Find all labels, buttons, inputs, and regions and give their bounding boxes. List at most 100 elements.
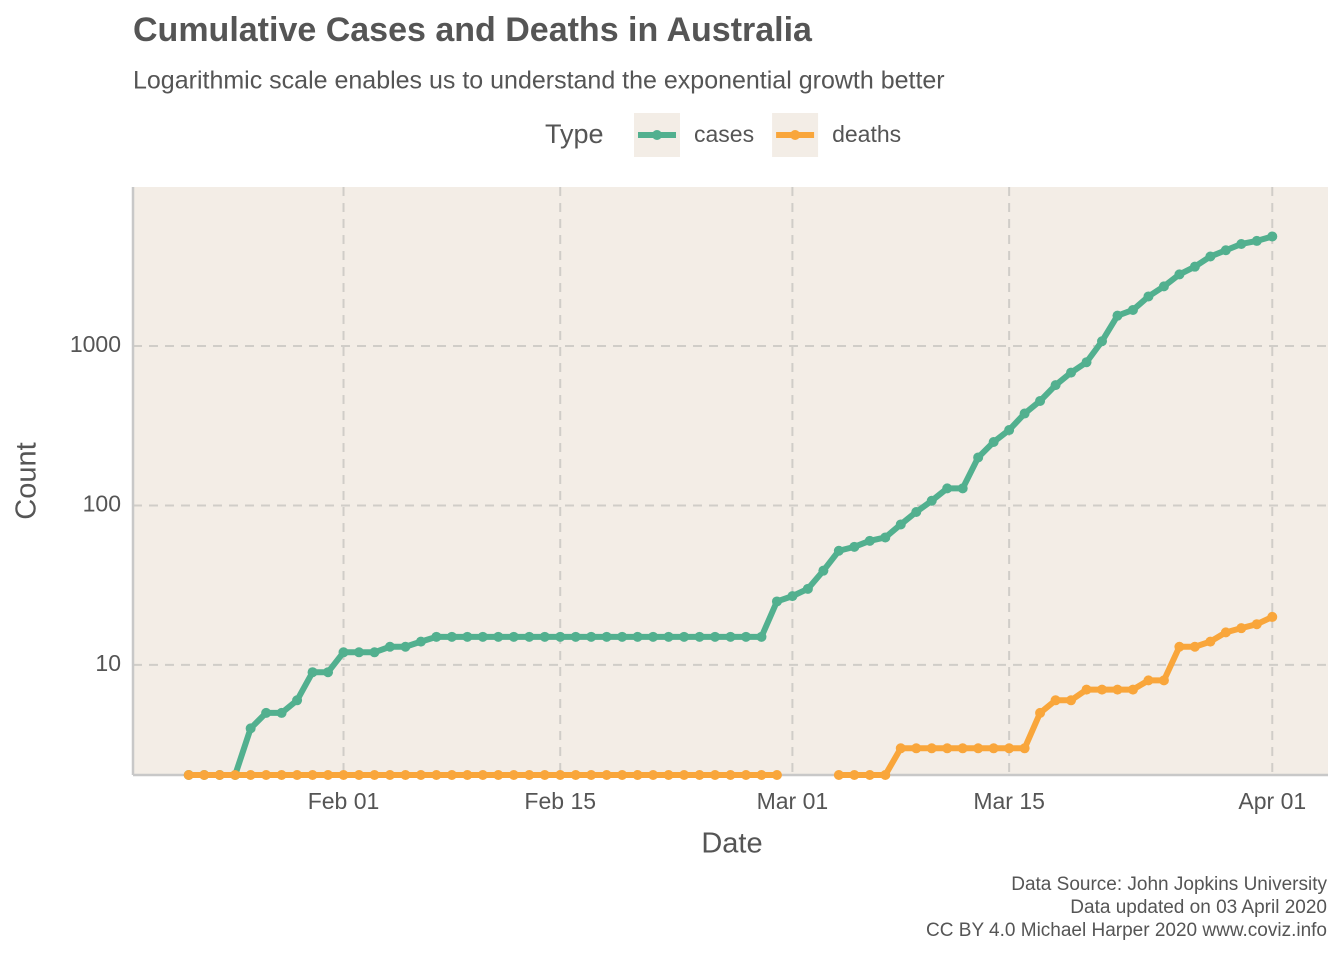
series	[183, 611, 1278, 780]
data-point	[725, 770, 736, 780]
data-point	[1267, 611, 1278, 622]
data-point	[771, 596, 782, 607]
data-point	[462, 770, 473, 780]
data-point	[926, 495, 937, 506]
data-point	[1127, 304, 1138, 315]
legend-point	[652, 130, 662, 140]
data-point	[1267, 231, 1278, 242]
data-point	[710, 770, 721, 780]
data-point	[833, 770, 844, 780]
y-tick-label: 10	[95, 650, 121, 676]
data-point	[957, 483, 968, 494]
legend-point	[790, 130, 801, 140]
data-point	[617, 770, 628, 780]
data-point	[911, 506, 922, 517]
x-tick-label: Mar 01	[757, 788, 829, 814]
data-point	[1035, 395, 1046, 406]
data-point	[524, 631, 535, 642]
data-point	[833, 545, 844, 556]
data-point	[1158, 675, 1169, 686]
data-point	[601, 631, 612, 642]
data-point	[338, 770, 349, 780]
data-point	[988, 743, 999, 754]
data-point	[1236, 238, 1247, 249]
data-point	[508, 631, 519, 642]
legend-label: deaths	[832, 121, 901, 147]
plot-background	[133, 187, 1328, 775]
data-point	[292, 695, 303, 706]
data-point	[926, 743, 937, 754]
data-point	[694, 770, 705, 780]
data-point	[384, 641, 395, 652]
data-point	[493, 770, 504, 780]
data-point	[539, 770, 550, 780]
data-point	[740, 631, 751, 642]
data-point	[1205, 251, 1216, 262]
data-point	[679, 770, 690, 780]
data-point	[1097, 336, 1108, 347]
data-point	[400, 770, 411, 780]
data-point	[230, 770, 241, 780]
data-point	[415, 636, 426, 647]
data-point	[307, 770, 318, 780]
data-point	[1019, 408, 1030, 419]
data-point	[1066, 695, 1077, 706]
data-point	[1143, 675, 1154, 686]
data-point	[601, 770, 612, 780]
data-point	[710, 631, 721, 642]
data-point	[1220, 627, 1231, 638]
data-point	[353, 647, 364, 658]
x-tick-label: Feb 15	[524, 788, 596, 814]
data-point	[864, 770, 875, 780]
data-point	[849, 770, 860, 780]
data-point	[245, 723, 256, 734]
data-point	[864, 535, 875, 546]
data-point	[586, 631, 597, 642]
data-point	[338, 647, 349, 658]
data-point	[524, 770, 535, 780]
data-point	[679, 631, 690, 642]
data-point	[199, 770, 210, 780]
data-point	[648, 770, 659, 780]
data-point	[895, 519, 906, 530]
data-point	[1251, 235, 1262, 246]
data-point	[648, 631, 659, 642]
data-point	[586, 770, 597, 780]
data-point	[617, 631, 628, 642]
data-point	[292, 770, 303, 780]
data-point	[849, 541, 860, 552]
data-point	[214, 770, 225, 780]
data-point	[415, 770, 426, 780]
data-point	[756, 770, 767, 780]
data-point	[353, 770, 364, 780]
data-point	[431, 770, 442, 780]
data-point	[261, 707, 272, 718]
caption: CC BY 4.0 Michael Harper 2020 www.coviz.…	[926, 920, 1327, 941]
data-point	[725, 631, 736, 642]
data-point	[895, 743, 906, 754]
data-point	[369, 770, 380, 780]
data-point	[1205, 636, 1216, 647]
x-axis-title: Date	[701, 828, 762, 860]
x-tick-label: Feb 01	[308, 788, 380, 814]
data-point	[508, 770, 519, 780]
data-point	[1097, 684, 1108, 695]
data-point	[802, 583, 813, 594]
data-point	[694, 631, 705, 642]
data-point	[1143, 291, 1154, 302]
y-tick-label: 100	[83, 491, 121, 517]
data-point	[1050, 695, 1061, 706]
data-point	[570, 770, 581, 780]
data-point	[1127, 684, 1138, 695]
data-point	[1158, 281, 1169, 292]
data-point	[787, 591, 798, 602]
data-point	[632, 631, 643, 642]
data-point	[988, 436, 999, 447]
chart-subtitle: Logarithmic scale enables us to understa…	[133, 67, 945, 95]
legend-label: cases	[694, 121, 754, 147]
data-point	[384, 770, 395, 780]
data-point	[973, 743, 984, 754]
data-point	[555, 770, 566, 780]
caption: Data updated on 03 April 2020	[1070, 897, 1327, 918]
